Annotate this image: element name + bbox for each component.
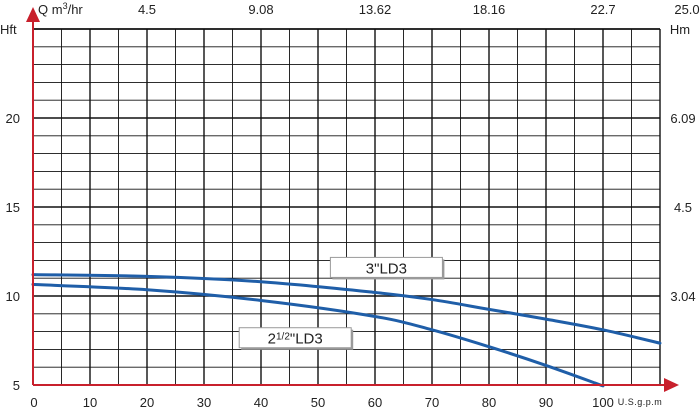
curve-series-1	[31, 273, 662, 345]
x-tick-label: 70	[425, 395, 439, 409]
top-axis-title-unit: /hr	[68, 2, 84, 17]
x-tick-label: 80	[482, 395, 496, 409]
annotation-3in-ld3: 3"LD3	[329, 256, 445, 280]
x-axis-title: U.S.g.p.m	[618, 397, 663, 407]
y-axis-arrow	[26, 7, 40, 22]
top-axis-title-superscript: 3	[63, 1, 68, 11]
top-axis-title-main: Q m	[38, 2, 63, 17]
top-tick-label: 22.7	[590, 2, 615, 17]
x-tick-label: 20	[140, 395, 154, 409]
curve-annotations: 3"LD3 21/2"LD3	[238, 256, 445, 350]
annotation-2half-ld3-fraction: 1/2	[276, 332, 290, 343]
top-axis-title: Q m3/hr	[38, 1, 83, 17]
top-tick-label: 9.08	[248, 2, 273, 17]
curve-series-2	[31, 282, 605, 388]
top-tick-label: 25.0	[674, 2, 699, 17]
right-axis-title: Hm	[670, 22, 690, 37]
y-tick-label: 10	[6, 289, 20, 304]
x-tick-label: 40	[254, 395, 268, 409]
annotation-3in-ld3-box	[329, 256, 443, 278]
top-tick-label: 13.62	[359, 2, 392, 17]
curves	[31, 273, 662, 388]
y-tick-label: 20	[6, 111, 20, 126]
x-tick-label: 0	[30, 395, 37, 409]
annotation-2half-ld3-suffix: "LD3	[290, 331, 323, 348]
axes	[26, 7, 679, 392]
y-tick-label: 15	[6, 200, 20, 215]
y-tick-label: 5	[13, 378, 20, 393]
right-tick-label: 4.5	[674, 200, 692, 215]
annotation-2half-ld3-prefix: 2	[268, 331, 276, 348]
annotation-2half-ld3: 21/2"LD3	[238, 327, 354, 350]
right-tick-label: 6.09	[670, 111, 695, 126]
x-tick-label: 50	[311, 395, 325, 409]
x-tick-label: 60	[368, 395, 382, 409]
annotation-3in-ld3-text: 3"LD3	[366, 260, 407, 277]
annotation-2half-ld3-box	[238, 327, 352, 349]
y-axis-title: Hft	[0, 22, 17, 37]
x-tick-label: 100	[592, 395, 614, 409]
right-tick-label: 3.04	[670, 289, 695, 304]
x-tick-label: 10	[83, 395, 97, 409]
x-axis-arrow	[664, 378, 679, 392]
top-tick-label: 4.5	[138, 2, 156, 17]
top-tick-label: 18.16	[473, 2, 506, 17]
x-tick-label: 30	[197, 395, 211, 409]
x-tick-label: 90	[539, 395, 553, 409]
annotation-2half-ld3-text: 21/2"LD3	[268, 331, 323, 348]
